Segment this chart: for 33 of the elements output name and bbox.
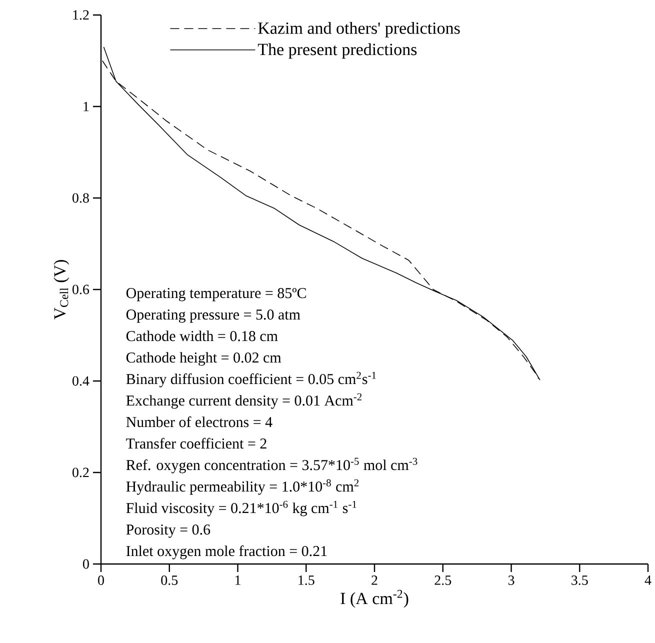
- x-tick-label: 3.5: [572, 576, 588, 586]
- y-tick-label: 0.4: [72, 376, 90, 386]
- annotation: Inlet oxygen mole fraction = 0.21: [126, 545, 327, 560]
- y-tick-label: 0.2: [72, 468, 89, 478]
- x-tick-label: 0.5: [161, 576, 178, 586]
- x-tick-label: 3: [508, 576, 514, 585]
- x-tick-label: 4: [644, 576, 652, 585]
- x-tick-label: 1.5: [298, 576, 314, 585]
- annotation: Number of electrons = 4: [126, 416, 272, 428]
- annotation: Ref. oxygen concentration = 3.57*10$^{-5}$ mol cm$^{-3}$: [126, 458, 418, 474]
- annotation: Hydraulic permeability = 1.0*10$^{-8}$ cm$^{2}$: [126, 479, 359, 495]
- y-tick-label: 0: [83, 559, 89, 569]
- annotation: Exchange current density = 0.01 Acm$^{-2}$: [126, 393, 362, 409]
- annotation: Cathode width = 0.18 cm: [126, 330, 278, 342]
- x-tick-label: 2.5: [434, 576, 452, 586]
- annotation: Binary diffusion coefficient = 0.05 cm$^{2}$s$^{-1}$: [126, 372, 376, 388]
- annotation: Cathode height = 0.02 cm: [126, 352, 282, 366]
- y-tick-label: 1.2: [73, 10, 89, 20]
- legend-label: Kazim and others' predictions: [258, 22, 460, 38]
- y-axis-title: V$_{Cell}$ (V): [54, 260, 70, 320]
- y-tick-label: 0.8: [72, 193, 89, 203]
- annotation: Operating pressure = 5.0 atm: [126, 310, 300, 323]
- annotation: Transfer coefficient = 2: [126, 438, 266, 449]
- x-tick-label: 1: [235, 576, 240, 585]
- annotation: Porosity = 0.6: [126, 524, 210, 538]
- annotation: Operating temperature = 85ºC: [126, 288, 306, 302]
- legend-label: The present predictions: [258, 43, 417, 59]
- y-tick-label: 0.6: [72, 284, 90, 294]
- x-axis-title: I (A cm$^{-2}$): [340, 590, 408, 608]
- x-tick-label: 2: [372, 576, 378, 585]
- y-tick-label: 1: [84, 102, 89, 112]
- x-tick-label: 0: [98, 576, 104, 585]
- annotation: Fluid viscosity = 0.21*10$^{-6}$ kg cm$^{-1}$ s$^{-1}$: [126, 500, 356, 516]
